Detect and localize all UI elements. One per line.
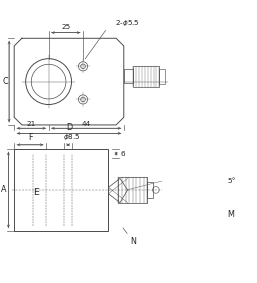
Text: E: E xyxy=(33,188,39,197)
Bar xyxy=(148,182,153,198)
Text: 25: 25 xyxy=(61,24,70,30)
Text: A: A xyxy=(1,185,7,194)
Text: 2-$\phi$5.5: 2-$\phi$5.5 xyxy=(115,18,140,28)
Bar xyxy=(124,69,133,83)
Text: $\phi$8.5: $\phi$8.5 xyxy=(63,132,81,142)
Text: 6: 6 xyxy=(121,151,125,156)
Text: D: D xyxy=(66,123,72,132)
Text: 5°: 5° xyxy=(227,178,235,184)
Text: N: N xyxy=(130,237,136,246)
Text: 44: 44 xyxy=(81,121,91,127)
Text: 21: 21 xyxy=(27,121,36,127)
Text: M: M xyxy=(227,210,234,219)
Bar xyxy=(133,66,159,87)
Bar xyxy=(159,69,165,84)
Bar xyxy=(118,177,148,203)
Text: F: F xyxy=(28,133,32,142)
Text: C: C xyxy=(3,77,8,86)
Bar xyxy=(14,149,108,231)
